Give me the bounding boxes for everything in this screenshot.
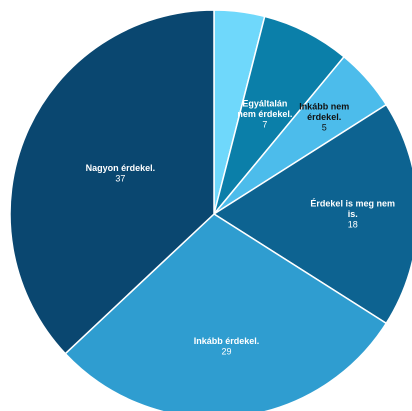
slice-value-1: 7 — [262, 120, 267, 130]
slice-value-5: 37 — [115, 174, 125, 184]
slice-label-1: Egyáltalán nem érdekel. 7 — [237, 99, 292, 130]
slice-label-2: Inkább nem érdekel. 5 — [299, 101, 349, 132]
slice-value-4: 29 — [221, 346, 231, 356]
slice-label-4: Inkább érdekel. 29 — [194, 336, 260, 357]
slice-value-3: 18 — [348, 220, 358, 230]
pie-slice-5 — [9, 9, 215, 355]
pie-slice-3 — [212, 103, 412, 325]
slice-label-5: Nagyon érdekel. 37 — [86, 163, 156, 184]
slice-value-2: 5 — [322, 122, 327, 132]
slice-label-3: Érdekel is meg nem is. 18 — [310, 199, 395, 230]
pie-slice-4 — [64, 213, 388, 411]
